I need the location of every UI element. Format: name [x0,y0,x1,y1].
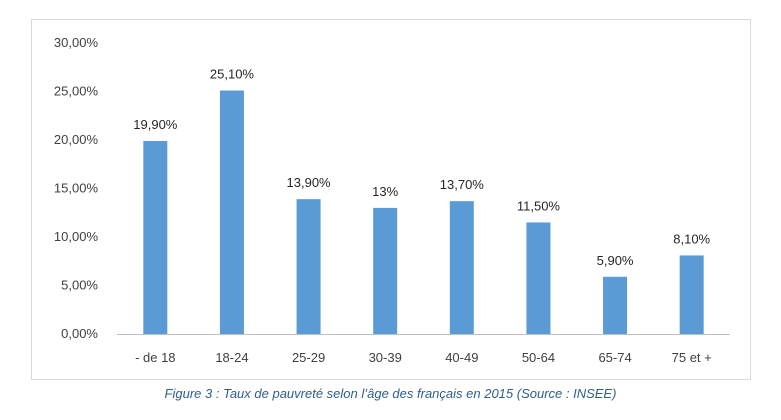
figure-caption: Figure 3 : Taux de pauvreté selon l’âge … [164,386,617,401]
bar [143,140,168,334]
y-tick-label: 20,00% [54,132,99,147]
bar-chart: 0,00% 5,00% 10,00% 15,00% 20,00% 25,00% 30,00%… [54,35,730,365]
data-label: 5,90% [597,253,634,268]
y-tick-label: 30,00% [54,35,99,50]
y-tick-label: 25,00% [54,84,99,99]
y-tick-label: 5,00% [61,278,98,293]
y-axis-ticks: 0,00% 5,00% 10,00% 15,00% 20,00% 25,00% 30,00% [54,35,99,341]
y-tick-label: 15,00% [54,181,99,196]
bar [296,199,321,334]
bars [143,90,704,334]
x-tick-label: 25-29 [292,350,325,365]
x-tick-label: - de 18 [135,350,175,365]
y-tick-label: 10,00% [54,229,99,244]
bar [526,222,551,334]
data-label: 19,90% [133,117,178,132]
bar [219,90,244,334]
data-labels: 19,90% 25,10% 13,90% 13% 13,70% 11,50% 5,90% 8,… [133,67,710,268]
data-label: 11,50% [517,198,561,213]
bar [449,201,474,334]
data-label: 25,10% [210,67,255,82]
x-tick-label: 40-49 [445,350,478,365]
x-tick-label: 30-39 [369,350,402,365]
y-tick-label: 0,00% [61,326,98,341]
bar [373,207,398,334]
data-label: 8,10% [673,231,710,246]
data-label: 13,70% [440,177,485,192]
x-tick-label: 18-24 [215,350,248,365]
bar [603,276,628,334]
data-label: 13% [372,184,398,199]
data-label: 13,90% [287,175,332,190]
x-axis-ticks: - de 18 18-24 25-29 30-39 40-49 50-64 65-74 75 … [135,350,712,365]
bar [679,255,704,334]
x-tick-label: 75 et + [672,350,712,365]
x-tick-label: 65-74 [598,350,631,365]
x-tick-label: 50-64 [522,350,555,365]
